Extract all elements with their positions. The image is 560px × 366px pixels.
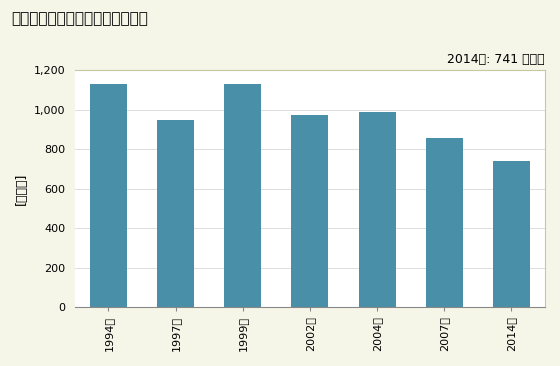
Bar: [225, 85, 262, 307]
Y-axis label: [事業所]: [事業所]: [15, 172, 28, 205]
Bar: [426, 138, 463, 307]
Bar: [157, 120, 194, 307]
Text: 2014年: 741 事業所: 2014年: 741 事業所: [447, 52, 545, 66]
Bar: [292, 115, 328, 307]
Bar: [493, 161, 530, 307]
Text: その他の卤売業の事業所数の推移: その他の卤売業の事業所数の推移: [11, 11, 148, 26]
Bar: [358, 112, 395, 307]
Bar: [90, 85, 127, 307]
